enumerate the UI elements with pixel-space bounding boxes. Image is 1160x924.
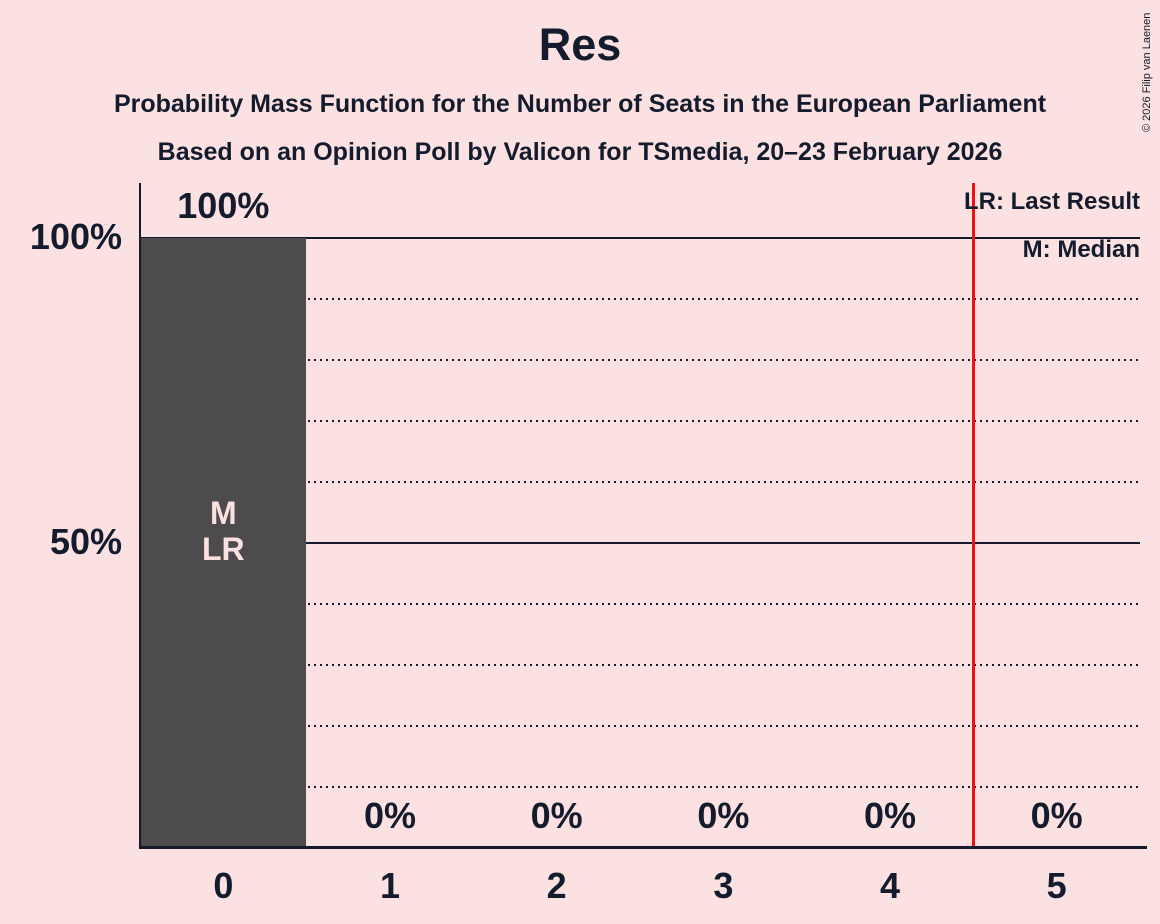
y-axis xyxy=(139,183,141,848)
bar-value-label: 0% xyxy=(363,795,417,836)
gridline-solid xyxy=(140,237,1140,239)
x-tick-label: 5 xyxy=(1046,865,1067,906)
copyright-text: © 2026 Filip van Laenen xyxy=(1141,12,1153,132)
bar-seats-0 xyxy=(140,238,306,848)
bar-annotation: M LR xyxy=(141,495,306,567)
gridline-dotted xyxy=(140,420,1140,422)
bar-value-label: 0% xyxy=(1030,795,1083,836)
chart-title: Res xyxy=(538,19,622,70)
x-tick-label: 1 xyxy=(379,865,401,906)
gridline-dotted xyxy=(140,481,1140,483)
gridline-dotted xyxy=(140,359,1140,361)
gridline-dotted xyxy=(140,786,1140,788)
chart-subtitle: Probability Mass Function for the Number… xyxy=(113,90,1047,118)
legend: LR: Last Result M: Median xyxy=(964,188,1140,264)
x-tick-label: 4 xyxy=(879,865,901,906)
legend-entry-median: M: Median xyxy=(1022,236,1140,263)
plot-area: 100% 50% 100% 0 0% 1 0% 2 0% 3 0% 4 0% 5 M LR xyxy=(30,183,1147,904)
chart-source-line: Based on an Opinion Poll by Valicon for … xyxy=(157,138,1003,166)
y-tick-label: 50% xyxy=(49,521,122,562)
x-tick-label: 3 xyxy=(713,865,734,906)
bar-value-label: 0% xyxy=(697,795,750,836)
x-axis xyxy=(139,846,1147,849)
gridline-dotted xyxy=(140,603,1140,605)
bar-value-label: 0% xyxy=(530,795,583,836)
gridline-dotted xyxy=(140,298,1140,300)
gridline-dotted xyxy=(140,725,1140,727)
bar-value-label: 0% xyxy=(863,795,917,836)
y-tick-label: 100% xyxy=(29,216,122,257)
x-tick-label: 2 xyxy=(546,865,567,906)
legend-entry-last-result: LR: Last Result xyxy=(963,188,1140,215)
last-result-line xyxy=(971,183,975,848)
gridline-dotted xyxy=(140,664,1140,666)
gridline-solid xyxy=(140,542,1140,544)
bar-annotation-line: LR xyxy=(202,531,245,567)
bar-value-label: 100% xyxy=(177,185,270,226)
bar-annotation-line: M xyxy=(210,495,237,531)
x-tick-label: 0 xyxy=(213,865,234,906)
